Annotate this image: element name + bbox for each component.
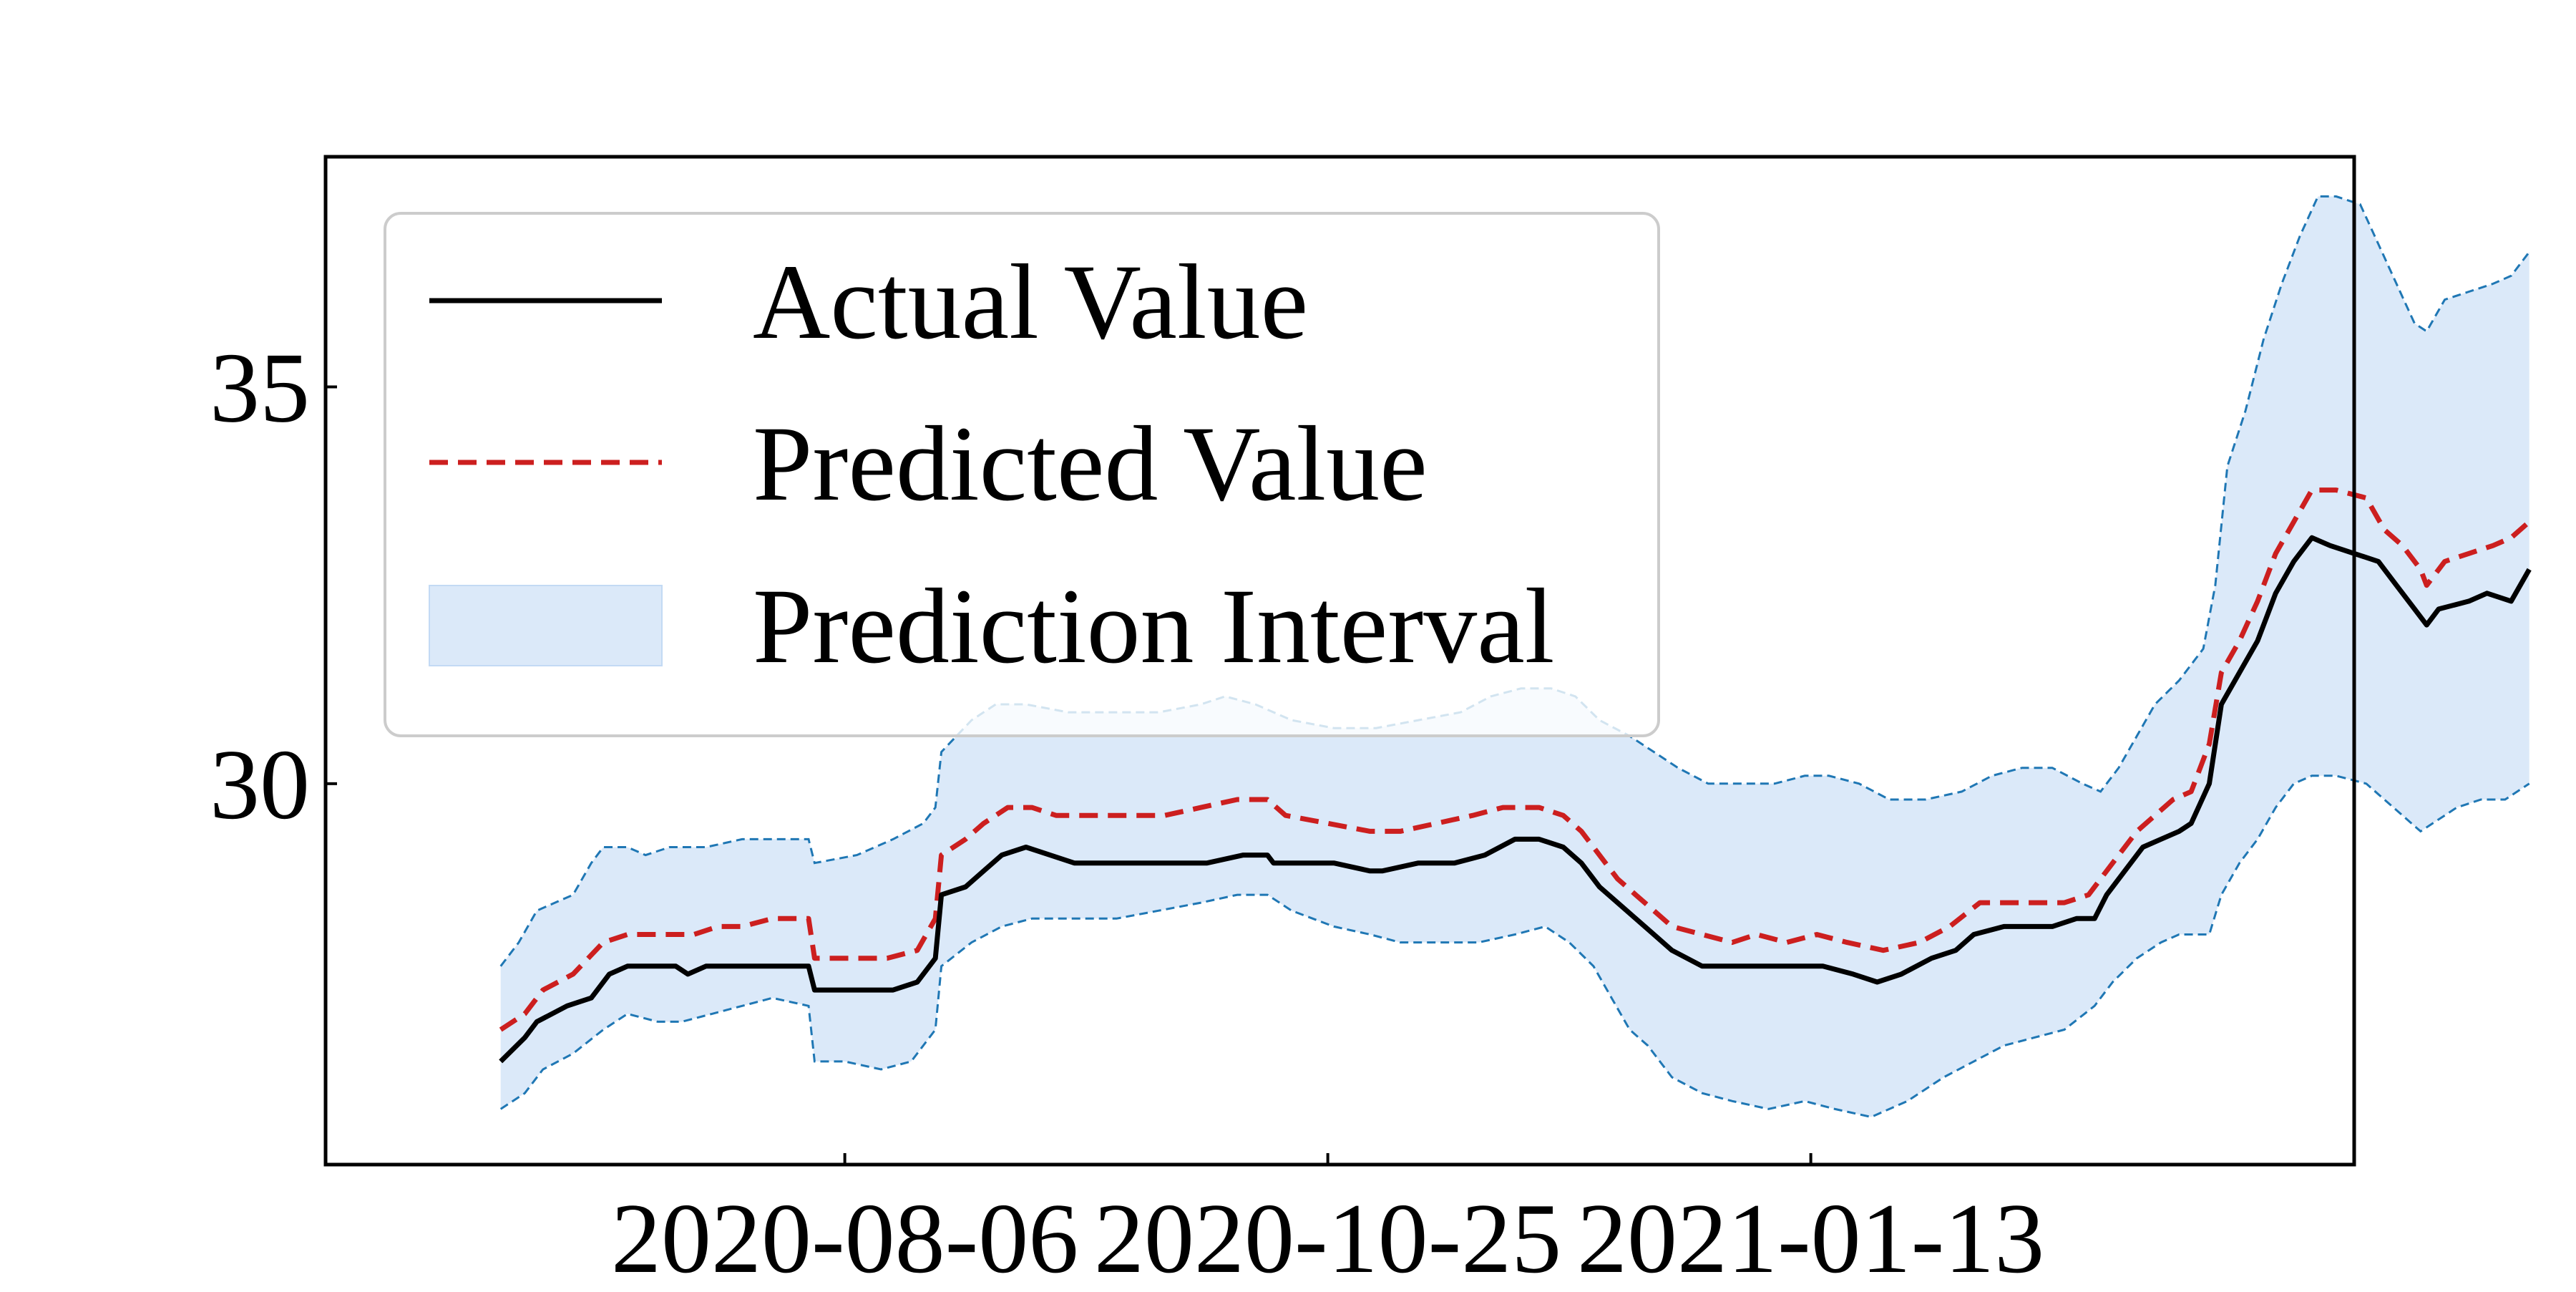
legend-label-predicted-value: Predicted Value	[753, 404, 1428, 523]
legend-box	[384, 212, 1660, 737]
legend-swatch-prediction-interval	[429, 585, 663, 666]
prediction-interval-lower-line	[499, 774, 2530, 1119]
y-tick-label: 35	[210, 333, 310, 444]
legend-label-actual-value: Actual Value	[753, 243, 1308, 361]
prediction-interval-layer	[499, 195, 2530, 1119]
actual-value-line	[499, 535, 2532, 1064]
plot-frame	[323, 155, 2356, 1167]
predicted-value-line	[499, 487, 2532, 1032]
series-lines-layer	[499, 487, 2532, 1064]
axis-ticks-layer: 2020-08-06 2020-10-25 2021-01-13 30 35	[210, 333, 2044, 1292]
legend-label-prediction-interval: Prediction Interval	[753, 567, 1554, 686]
prediction-interval-band	[500, 196, 2529, 1117]
x-tick-label: 2020-10-25	[1094, 1183, 1561, 1288]
legend: Actual Value Predicted Value Prediction …	[384, 212, 1660, 737]
x-tick-label: 2021-01-13	[1577, 1183, 2044, 1288]
x-tick-label: 2020-08-06	[611, 1183, 1078, 1288]
y-tick-label: 30	[210, 729, 310, 840]
prediction-interval-upper-line	[499, 195, 2530, 967]
